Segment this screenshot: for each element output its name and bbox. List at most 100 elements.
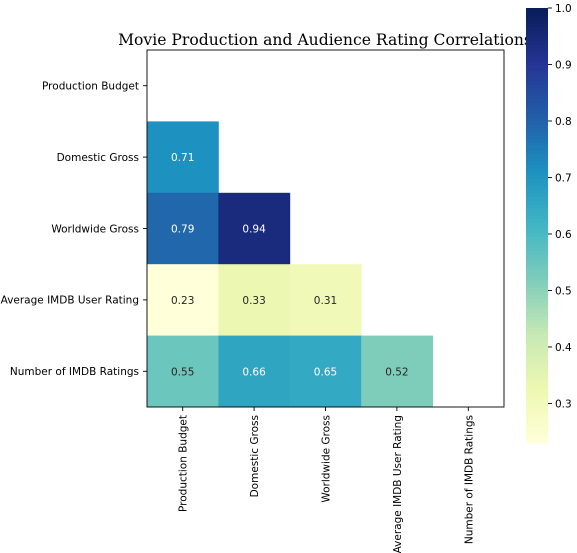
colorbar-segment [526, 269, 548, 274]
colorbar-segment [526, 261, 548, 266]
colorbar-segment [526, 134, 548, 140]
colorbar-segment [526, 254, 548, 259]
colorbar-segment [526, 298, 548, 303]
colorbar-segment [526, 22, 548, 27]
colorbar-segment [526, 26, 548, 31]
colorbar-segment [526, 51, 548, 56]
colorbar-segment [526, 359, 548, 364]
colorbar-segment [526, 363, 548, 368]
colorbar-segment [526, 225, 548, 230]
colorbar-segment [526, 316, 548, 321]
colorbar-tick-label: 0.8 [555, 116, 572, 128]
colorbar-segment [526, 40, 548, 45]
heatmap-axes: Production Budget Domestic Gross Worldwide… [1, 49, 505, 553]
colorbar-segment [526, 319, 548, 324]
heatmap-cell-number-of-imdb-ratings-production-budget [147, 335, 219, 408]
colorbar-segment [526, 428, 548, 433]
colorbar-segment [526, 185, 548, 190]
colorbar-segment [526, 47, 548, 53]
colorbar-segment [526, 403, 548, 408]
heatmap-cell-worldwide-gross-domestic-gross [218, 192, 291, 265]
colorbar-segment [526, 424, 548, 430]
colorbar-segment [526, 432, 548, 437]
colorbar-segment [526, 276, 548, 281]
colorbar-segment [526, 131, 548, 136]
colorbar-segment [526, 84, 548, 89]
colorbar-tick-label: 0.5 [555, 285, 572, 297]
heatmap-cell-number-of-imdb-ratings-domestic-gross [218, 335, 291, 408]
colorbar-segment [526, 178, 548, 183]
cell-label-worldwide-gross-production-budget: 0.79 [171, 224, 194, 236]
colorbar-segment [526, 113, 548, 118]
colorbar-segment [526, 80, 548, 85]
colorbar-segment [526, 163, 548, 169]
cell-label-number-of-imdb-ratings-production-budget: 0.55 [171, 366, 194, 378]
colorbar-segment [526, 345, 548, 350]
colorbar-segment [526, 73, 548, 78]
colorbar-segment [526, 29, 548, 34]
colorbar-segment [526, 381, 548, 386]
colorbar-segment [526, 323, 548, 328]
cell-label-average-imdb-user-rating-domestic-gross: 0.33 [242, 295, 265, 307]
colorbar-segment [526, 308, 548, 314]
colorbar-segment [526, 417, 548, 422]
y-tick-label-average-imdb-user-rating: Average IMDB User Rating [1, 295, 139, 307]
y-tick-label-production-budget: Production Budget [42, 81, 139, 93]
heatmap-cell-worldwide-gross-production-budget [147, 192, 219, 265]
heatmap-cells [147, 121, 433, 408]
colorbar-segment [526, 356, 548, 361]
colorbar-segment [526, 283, 548, 288]
colorbar-segment [526, 395, 548, 401]
colorbar-segment [526, 105, 548, 111]
y-tick-label-domestic-gross: Domestic Gross [57, 152, 139, 164]
colorbar-segment [526, 232, 548, 237]
colorbar-segment [526, 156, 548, 161]
colorbar-segment [526, 439, 548, 444]
colorbar-segment [526, 116, 548, 121]
colorbar-segment [526, 435, 548, 440]
colorbar-segment [526, 149, 548, 154]
colorbar-segment [526, 174, 548, 179]
colorbar-segment [526, 95, 548, 100]
colorbar-tick-label: 0.9 [555, 59, 572, 71]
y-tick-label-worldwide-gross: Worldwide Gross [51, 223, 139, 235]
colorbar-segment [526, 200, 548, 205]
colorbar-segment [526, 247, 548, 252]
colorbar-segment [526, 414, 548, 419]
colorbar-segment [526, 366, 548, 372]
colorbar-segment [526, 258, 548, 263]
colorbar-segment [526, 15, 548, 20]
chart-title: Movie Production and Audience Rating Cor… [118, 31, 532, 49]
colorbar-segment [526, 167, 548, 172]
heatmap-cell-number-of-imdb-ratings-average-imdb-user-rating [361, 335, 433, 408]
colorbar-segment [526, 341, 548, 346]
colorbar-segment [526, 301, 548, 306]
colorbar-segment [526, 370, 548, 375]
colorbar-segment [526, 327, 548, 332]
colorbar-segment [526, 218, 548, 223]
x-tick-label-number-of-imdb-ratings: Number of IMDB Ratings [463, 415, 475, 544]
colorbar-segment [526, 120, 548, 125]
colorbar-segment [526, 44, 548, 49]
colorbar-segment [526, 203, 548, 208]
colorbar-segment [526, 290, 548, 295]
colorbar-segment [526, 272, 548, 277]
x-tick-label-domestic-gross: Domestic Gross [249, 415, 261, 497]
colorbar-segment [526, 229, 548, 234]
colorbar-segment [526, 142, 548, 147]
colorbar-segment [526, 18, 548, 24]
colorbar-segment [526, 171, 548, 176]
colorbar-segment [526, 265, 548, 270]
colorbar-segment [526, 250, 548, 256]
colorbar-segment [526, 66, 548, 71]
x-tick-label-production-budget: Production Budget [178, 415, 190, 512]
colorbar-segment [526, 196, 548, 201]
x-tick-label-average-imdb-user-rating: Average IMDB User Rating [392, 415, 404, 553]
heatmap-cell-labels: 0.71 0.79 0.94 0.23 0.33 0.31 0.55 0.66 0.65 0.52 [171, 152, 409, 378]
colorbar-segment [526, 11, 548, 16]
heatmap-cell-domestic-gross-production-budget [147, 121, 219, 194]
colorbar-segment [526, 62, 548, 67]
cell-label-domestic-gross-production-budget: 0.71 [171, 152, 194, 164]
colorbar-segment [526, 207, 548, 212]
colorbar-segment [526, 58, 548, 63]
